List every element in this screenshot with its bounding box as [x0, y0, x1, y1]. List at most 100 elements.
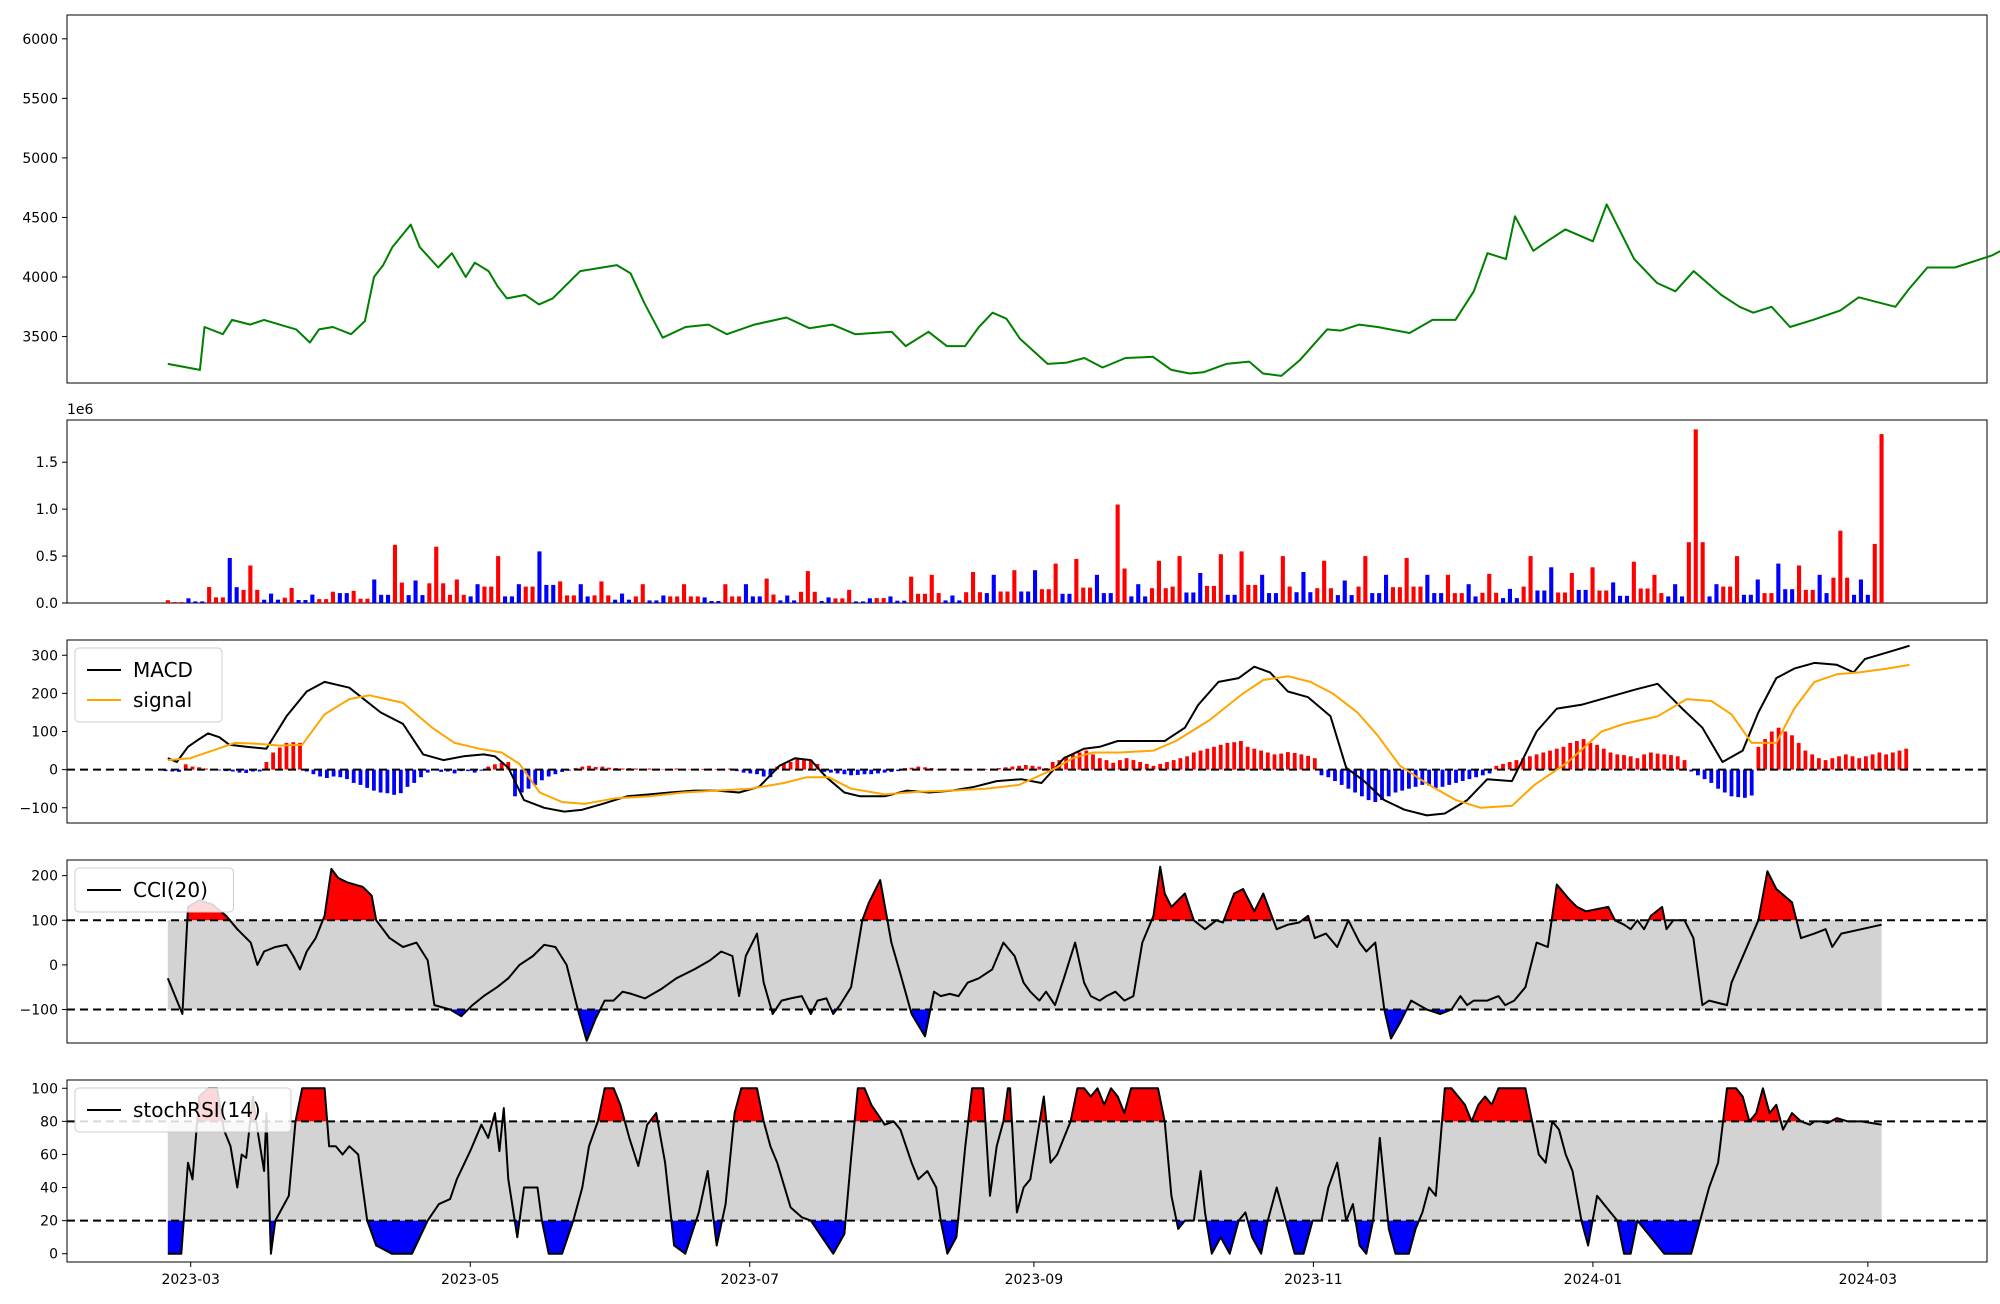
- volume-bar: [359, 599, 363, 603]
- macd-hist-bar: [285, 743, 289, 770]
- volume-bar: [1233, 595, 1237, 603]
- oversold-fill: [367, 1221, 428, 1254]
- macd-hist-bar: [265, 762, 269, 770]
- macd-hist-bar: [338, 770, 342, 778]
- volume-bar: [1363, 556, 1367, 603]
- macd-hist-bar: [1414, 770, 1418, 787]
- macd-hist-bar: [1851, 756, 1855, 769]
- macd-hist-bar: [1071, 754, 1075, 769]
- volume-bar: [1212, 586, 1216, 603]
- volume-bar: [978, 592, 982, 603]
- volume-bar: [1529, 556, 1533, 603]
- volume-bar: [1556, 593, 1560, 604]
- volume-bar: [1178, 556, 1182, 603]
- volume-bar: [214, 597, 218, 603]
- volume-bar: [1019, 592, 1023, 604]
- overbought-fill: [1723, 1088, 1781, 1121]
- volume-bar: [1336, 595, 1340, 603]
- macd-hist-bar: [1904, 749, 1908, 770]
- volume-bar: [1563, 593, 1567, 604]
- volume-bar: [482, 587, 486, 603]
- volume-bar: [840, 598, 844, 603]
- volume-bar: [1123, 569, 1127, 604]
- macd-hist-bar: [1125, 758, 1129, 769]
- volume-bar: [1301, 572, 1305, 603]
- volume-bar: [1405, 558, 1409, 603]
- volume-bar: [386, 595, 390, 603]
- volume-bar: [971, 572, 975, 603]
- volume-bar: [1618, 596, 1622, 603]
- macd-hist-bar: [1037, 767, 1041, 770]
- volume-bar: [751, 596, 755, 603]
- volume-bar: [524, 587, 528, 603]
- macd-hist-bar: [1629, 756, 1633, 769]
- volume-bar: [1095, 575, 1099, 603]
- volume-bar: [1790, 589, 1794, 603]
- y-tick-label: 60: [40, 1147, 58, 1163]
- volume-bar: [393, 545, 397, 603]
- volume-bar: [1171, 587, 1175, 603]
- volume-bar: [703, 597, 707, 603]
- volume-bar: [827, 597, 831, 603]
- volume-bar: [262, 600, 266, 603]
- macd-hist-bar: [1219, 745, 1223, 770]
- volume-bar: [1797, 566, 1801, 604]
- macd-hist-bar: [1199, 751, 1203, 770]
- volume-bar: [1866, 595, 1870, 603]
- volume-bar: [771, 595, 775, 604]
- volume-bar: [1274, 593, 1278, 603]
- macd-hist-bar: [1185, 756, 1189, 769]
- macd-hist-bar: [1622, 755, 1626, 770]
- volume-bar: [1384, 575, 1388, 603]
- macd-hist-bar: [439, 770, 443, 772]
- oversold-fill: [1617, 1221, 1700, 1254]
- macd-hist-bar: [1420, 770, 1424, 785]
- volume-bar: [1370, 593, 1374, 603]
- macd-hist-bar: [1360, 770, 1364, 797]
- macd-hist-bar: [1340, 770, 1344, 785]
- volume-bar: [1659, 593, 1663, 603]
- volume-bar: [207, 587, 211, 603]
- volume-bar: [200, 601, 204, 603]
- volume-bar: [1859, 580, 1863, 604]
- macd-hist-bar: [1098, 758, 1102, 769]
- macd-hist-bar: [1454, 770, 1458, 783]
- volume-bar: [414, 581, 418, 604]
- macd-hist-bar: [1528, 756, 1532, 769]
- macd-hist-bar: [1656, 754, 1660, 770]
- macd-hist-bar: [365, 770, 369, 788]
- volume-bar: [1515, 598, 1519, 603]
- volume-bar: [1584, 590, 1588, 603]
- axes-frame: [67, 420, 1987, 603]
- volume-bar: [992, 575, 996, 603]
- macd-hist-bar: [634, 769, 638, 770]
- macd-hist-bar: [762, 770, 766, 777]
- volume-bar: [1735, 556, 1739, 603]
- macd-hist-bar: [1609, 753, 1613, 770]
- volume-bar: [1687, 542, 1691, 603]
- oversold-fill: [671, 1221, 696, 1254]
- macd-hist-bar: [480, 770, 484, 771]
- volume-bar: [785, 596, 789, 604]
- macd-hist-bar: [789, 762, 793, 770]
- macd-hist-bar: [1192, 753, 1196, 770]
- volume-bar: [1226, 595, 1230, 603]
- volume-bar: [193, 601, 197, 603]
- volume-bar: [572, 595, 576, 603]
- volume-bar: [166, 600, 170, 603]
- volume-bar: [1116, 505, 1120, 604]
- macd-hist-bar: [419, 770, 423, 778]
- macd-hist-bar: [1011, 767, 1015, 770]
- volume-bar: [1315, 588, 1319, 603]
- volume-bar: [1150, 588, 1154, 603]
- volume-bar: [964, 592, 968, 603]
- macd-hist-bar: [1649, 753, 1653, 770]
- macd-hist-bar: [674, 769, 678, 770]
- volume-bar: [1776, 564, 1780, 603]
- macd-hist-bar: [332, 770, 336, 777]
- y-tick-label: 0: [49, 958, 58, 974]
- volume-bar: [1749, 595, 1753, 603]
- macd-hist-bar: [1750, 770, 1754, 796]
- macd-hist-bar: [426, 770, 430, 773]
- macd-hist-bar: [1387, 770, 1391, 797]
